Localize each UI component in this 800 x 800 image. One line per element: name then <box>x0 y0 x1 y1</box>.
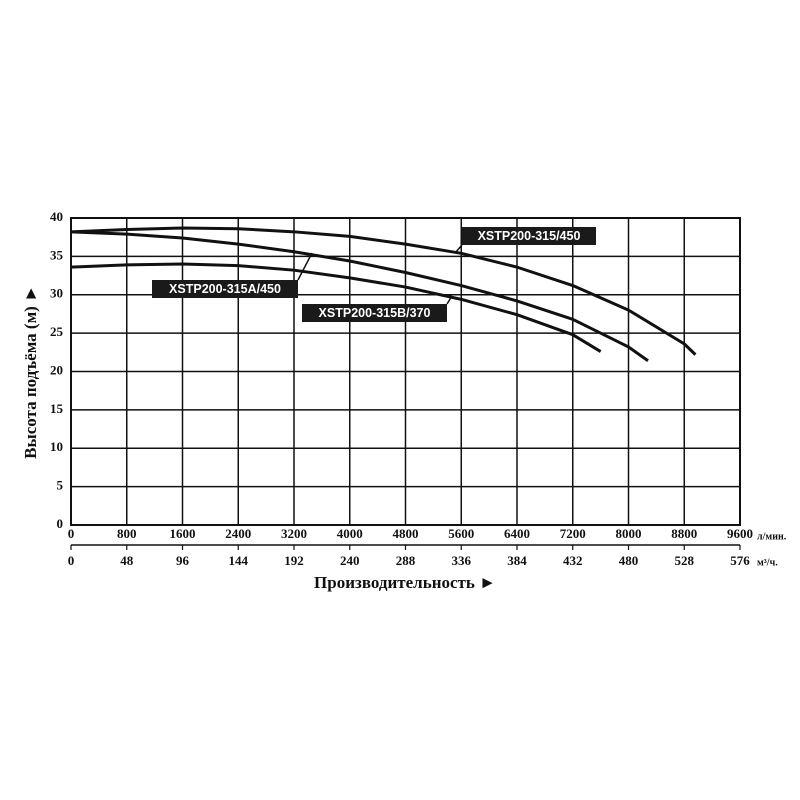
series-label: XSTP200-315/450 <box>478 229 581 243</box>
y-tick-label: 10 <box>50 439 63 454</box>
label-box <box>152 280 298 298</box>
curve <box>70 262 602 353</box>
x-tick-label: 6400 <box>504 526 530 541</box>
label-pointer <box>454 244 463 254</box>
x2-tick-label: 288 <box>396 553 416 568</box>
x2-tick-label: 336 <box>452 553 472 568</box>
x-tick-label: 3200 <box>281 526 307 541</box>
y-tick-label: 30 <box>50 286 63 301</box>
x2-tick-label: 0 <box>68 553 75 568</box>
x-tick-label: 8000 <box>616 526 642 541</box>
y-tick-label: 5 <box>57 478 64 493</box>
x2-tick-label: 480 <box>619 553 639 568</box>
label-box <box>302 304 447 322</box>
x-tick-label: 4000 <box>337 526 363 541</box>
x-tick-label: 4800 <box>393 526 419 541</box>
y-tick-label: 25 <box>50 324 64 339</box>
x2-tick-label: 528 <box>675 553 695 568</box>
y-tick-label: 0 <box>57 516 64 531</box>
plot-frame <box>70 217 741 526</box>
x-tick-label: 0 <box>68 526 75 541</box>
series-label: XSTP200-315A/450 <box>169 282 281 296</box>
x2-tick-label: 48 <box>120 553 134 568</box>
x2-tick-label: 240 <box>340 553 360 568</box>
x-tick-label: 1600 <box>170 526 196 541</box>
x-tick-label: 8800 <box>671 526 697 541</box>
x-unit: л/мин. <box>757 531 787 542</box>
x2-tick-label: 432 <box>563 553 583 568</box>
label-pointer <box>446 295 453 305</box>
x-tick-label: 9600 <box>727 526 753 541</box>
label-pointer <box>297 252 313 281</box>
x2-unit: м³/ч. <box>757 557 778 568</box>
x-tick-label: 800 <box>117 526 137 541</box>
y-tick-label: 15 <box>50 401 64 416</box>
label-box <box>462 227 596 245</box>
x2-tick-label: 576 <box>730 553 750 568</box>
y-axis-label: Высота подъёма (м) ► <box>21 285 40 459</box>
y-tick-label: 20 <box>50 362 63 377</box>
x2-tick-label: 192 <box>284 553 304 568</box>
curve <box>70 226 697 356</box>
curve <box>70 230 649 362</box>
y-tick-label: 40 <box>50 209 63 224</box>
x-tick-label: 5600 <box>448 526 474 541</box>
y-tick-label: 35 <box>50 247 64 262</box>
x-axis-label: Производительность ► <box>314 573 496 592</box>
x-tick-label: 7200 <box>560 526 586 541</box>
x2-tick-label: 144 <box>229 553 249 568</box>
x2-tick-label: 384 <box>507 553 527 568</box>
x-tick-label: 2400 <box>225 526 251 541</box>
series-label: XSTP200-315B/370 <box>319 306 431 320</box>
x2-tick-label: 96 <box>176 553 190 568</box>
